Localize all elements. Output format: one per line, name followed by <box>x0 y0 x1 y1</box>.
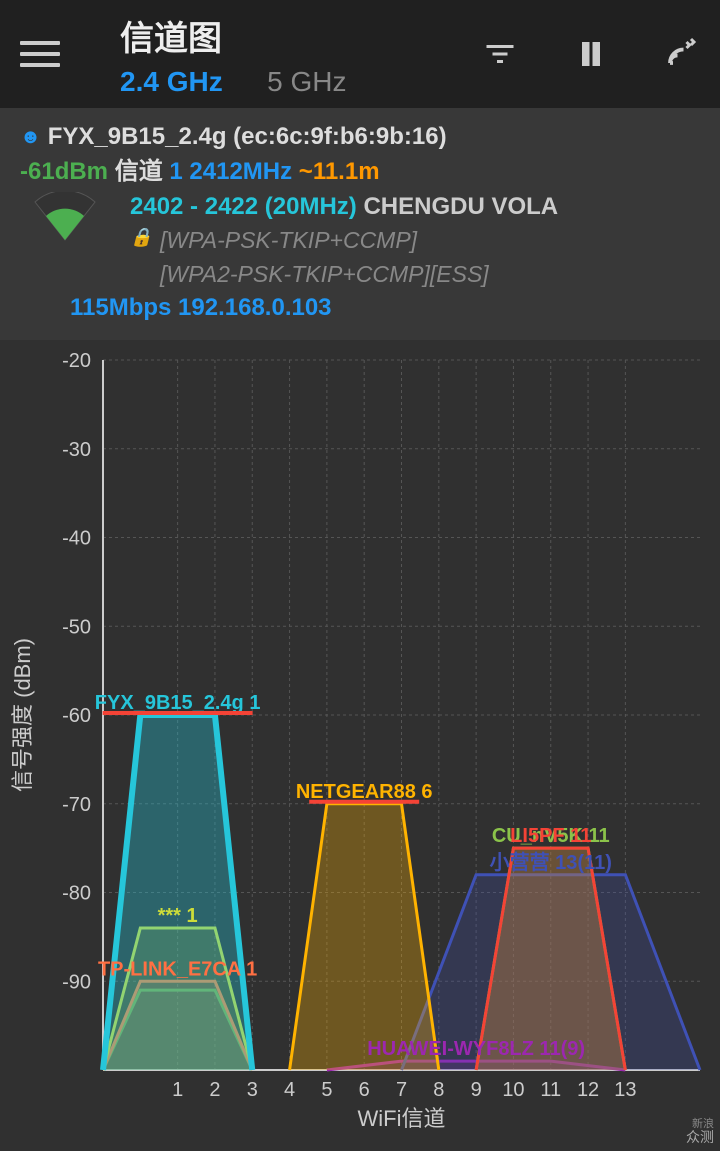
security-2: [WPA2-PSK-TKIP+CCMP][ESS] <box>160 261 489 287</box>
security-1: [WPA-PSK-TKIP+CCMP] <box>160 227 417 253</box>
svg-text:LI5PF 11: LI5PF 11 <box>510 825 591 847</box>
speed-ip-row: 115Mbps 192.168.0.103 <box>20 291 700 326</box>
ssid-row: ☻ FYX_9B15_2.4g (ec:6c:9f:b6:9b:16) <box>20 120 700 155</box>
svg-text:FYX_9B15_2.4g 1: FYX_9B15_2.4g 1 <box>95 692 261 714</box>
svg-text:-80: -80 <box>62 883 91 905</box>
security-row: 🔒 [WPA-PSK-TKIP+CCMP] [WPA2-PSK-TKIP+CCM… <box>20 224 700 291</box>
svg-text:5: 5 <box>321 1079 332 1101</box>
distance: ~11.1m <box>299 158 380 185</box>
channel-chart: -20-30-40-50-60-70-80-901234567891011121… <box>0 340 720 1151</box>
chart-svg: -20-30-40-50-60-70-80-901234567891011121… <box>0 340 720 1151</box>
svg-text:小营营 13(11): 小营营 13(11) <box>490 850 612 874</box>
tab-5ghz[interactable]: 5 GHz <box>267 66 346 97</box>
svg-text:WiFi信道: WiFi信道 <box>358 1106 446 1131</box>
svg-text:10: 10 <box>502 1079 524 1101</box>
freq-range: 2402 - 2422 (20MHz) <box>130 193 357 220</box>
svg-text:1: 1 <box>172 1079 183 1101</box>
range-row: 2402 - 2422 (20MHz) CHENGDU VOLA <box>20 190 700 225</box>
svg-text:7: 7 <box>396 1079 407 1101</box>
svg-text:-40: -40 <box>62 528 91 550</box>
filter-icon[interactable] <box>482 36 518 72</box>
svg-text:-20: -20 <box>62 350 91 372</box>
title-block: 信道图 2.4 GHz 5 GHz <box>120 11 387 98</box>
ssid-text: FYX_9B15_2.4g <box>48 123 227 150</box>
frequency: 2412MHz <box>189 158 292 185</box>
svg-text:-70: -70 <box>62 794 91 816</box>
speed-ip: 115Mbps 192.168.0.103 <box>70 294 332 321</box>
signal-row: -61dBm 信道 1 2412MHz ~11.1m <box>20 155 700 190</box>
network-info-panel: ☻ FYX_9B15_2.4g (ec:6c:9f:b6:9b:16) -61d… <box>0 108 720 340</box>
connected-icon: ☻ <box>20 126 41 148</box>
band-tabs: 2.4 GHz 5 GHz <box>120 66 387 98</box>
svg-text:-30: -30 <box>62 439 91 461</box>
mac-text: (ec:6c:9f:b6:9b:16) <box>233 123 446 150</box>
svg-text:2: 2 <box>209 1079 220 1101</box>
channel-number: 1 <box>169 158 182 185</box>
svg-text:HUAWEI-WYF8LZ 11(9): HUAWEI-WYF8LZ 11(9) <box>367 1038 585 1060</box>
channel-label: 信道 <box>115 158 163 185</box>
tab-24ghz[interactable]: 2.4 GHz <box>120 66 223 97</box>
app-header: 信道图 2.4 GHz 5 GHz <box>0 0 720 108</box>
signal-icon[interactable] <box>664 36 700 72</box>
svg-text:4: 4 <box>284 1079 295 1101</box>
page-title: 信道图 <box>120 11 387 60</box>
svg-text:*** 1: *** 1 <box>158 905 198 927</box>
svg-text:-60: -60 <box>62 705 91 727</box>
svg-text:12: 12 <box>577 1079 599 1101</box>
svg-text:-50: -50 <box>62 616 91 638</box>
vendor-name: CHENGDU VOLA <box>363 193 558 220</box>
svg-text:13: 13 <box>614 1079 636 1101</box>
svg-text:NETGEAR88 6: NETGEAR88 6 <box>296 781 433 803</box>
svg-text:9: 9 <box>471 1079 482 1101</box>
svg-text:信号强度 (dBm): 信号强度 (dBm) <box>10 638 35 792</box>
svg-text:11: 11 <box>540 1079 561 1101</box>
svg-text:TP-LINK_E7CA 1: TP-LINK_E7CA 1 <box>98 958 257 980</box>
menu-icon[interactable] <box>20 34 60 74</box>
svg-text:6: 6 <box>359 1079 370 1101</box>
svg-text:3: 3 <box>247 1079 258 1101</box>
watermark: 新浪 众测 <box>686 1118 714 1145</box>
dbm-value: -61dBm <box>20 158 108 185</box>
svg-text:-90: -90 <box>62 971 91 993</box>
lock-icon: 🔒 <box>130 224 152 250</box>
pause-icon[interactable] <box>573 36 609 72</box>
svg-text:8: 8 <box>433 1079 444 1101</box>
header-actions <box>482 36 700 72</box>
